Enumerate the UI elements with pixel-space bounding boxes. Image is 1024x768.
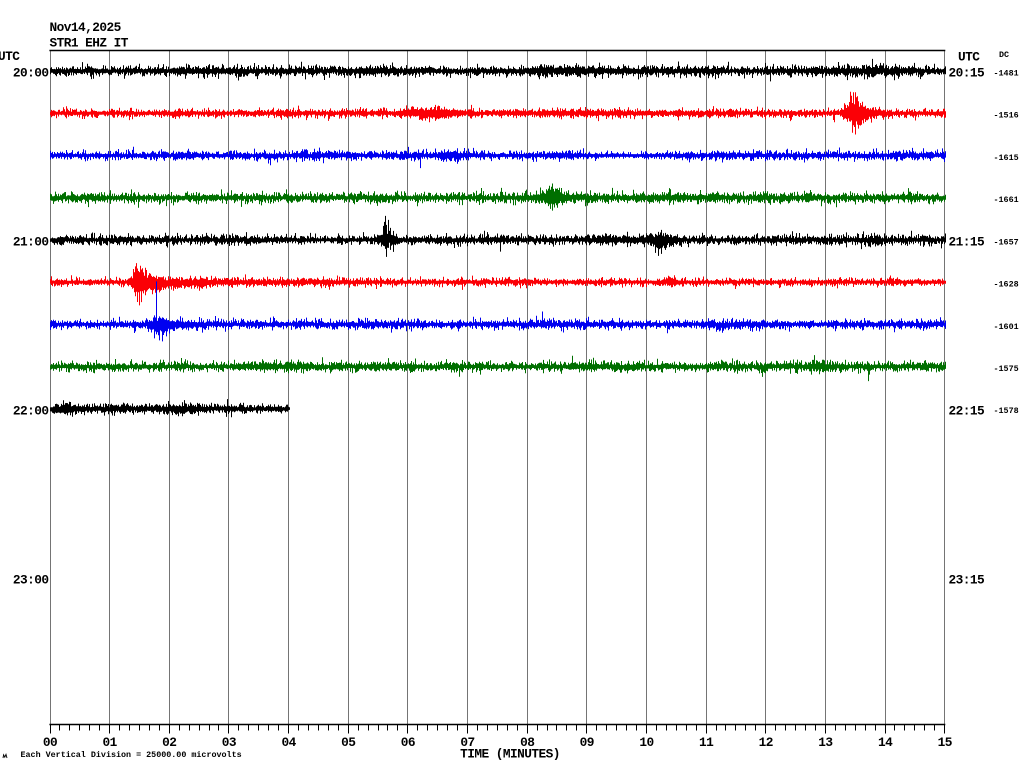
svg-text:23:00: 23:00	[13, 573, 49, 588]
svg-text:08: 08	[520, 735, 534, 750]
svg-text:20:15: 20:15	[949, 66, 986, 81]
svg-text:06: 06	[401, 735, 415, 750]
svg-text:-1661: -1661	[994, 195, 1019, 205]
svg-text:22:00: 22:00	[13, 404, 49, 419]
svg-text:13: 13	[818, 735, 833, 750]
svg-text:STR1 EHZ IT: STR1 EHZ IT	[50, 36, 129, 51]
svg-text:10: 10	[639, 735, 653, 750]
svg-text:Nov14,2025: Nov14,2025	[50, 20, 122, 35]
svg-text:-1615: -1615	[994, 153, 1019, 163]
svg-text:21:15: 21:15	[949, 235, 986, 250]
svg-text:15: 15	[938, 735, 953, 750]
svg-text:22:15: 22:15	[949, 404, 986, 419]
svg-text:DC: DC	[999, 50, 1009, 60]
svg-text:-1516: -1516	[994, 111, 1019, 121]
svg-text:-1628: -1628	[994, 280, 1019, 290]
svg-text:11: 11	[699, 735, 714, 750]
svg-text:-1575: -1575	[994, 364, 1019, 374]
svg-text:TIME (MINUTES): TIME (MINUTES)	[460, 747, 560, 762]
svg-text:Each Vertical Division = 25000: Each Vertical Division = 25000.00 microv…	[21, 750, 242, 760]
svg-text:03: 03	[222, 735, 237, 750]
svg-text:-1657: -1657	[994, 237, 1019, 247]
svg-text:-1481: -1481	[994, 68, 1019, 78]
svg-text:-1601: -1601	[994, 322, 1019, 332]
svg-text:-1578: -1578	[994, 406, 1019, 416]
svg-text:04: 04	[281, 735, 296, 750]
svg-text:09: 09	[580, 735, 594, 750]
svg-text:23:15: 23:15	[949, 573, 986, 588]
svg-text:01: 01	[102, 735, 117, 750]
svg-text:UTC: UTC	[958, 50, 980, 65]
svg-text:07: 07	[460, 735, 474, 750]
svg-text:20:00: 20:00	[13, 66, 49, 81]
svg-text:21:00: 21:00	[13, 235, 49, 250]
svg-text:00: 00	[43, 735, 57, 750]
svg-text:14: 14	[878, 735, 893, 750]
svg-text:02: 02	[162, 735, 176, 750]
svg-text:12: 12	[759, 735, 773, 750]
svg-text:UTC: UTC	[0, 49, 20, 64]
svg-text:05: 05	[341, 735, 356, 750]
